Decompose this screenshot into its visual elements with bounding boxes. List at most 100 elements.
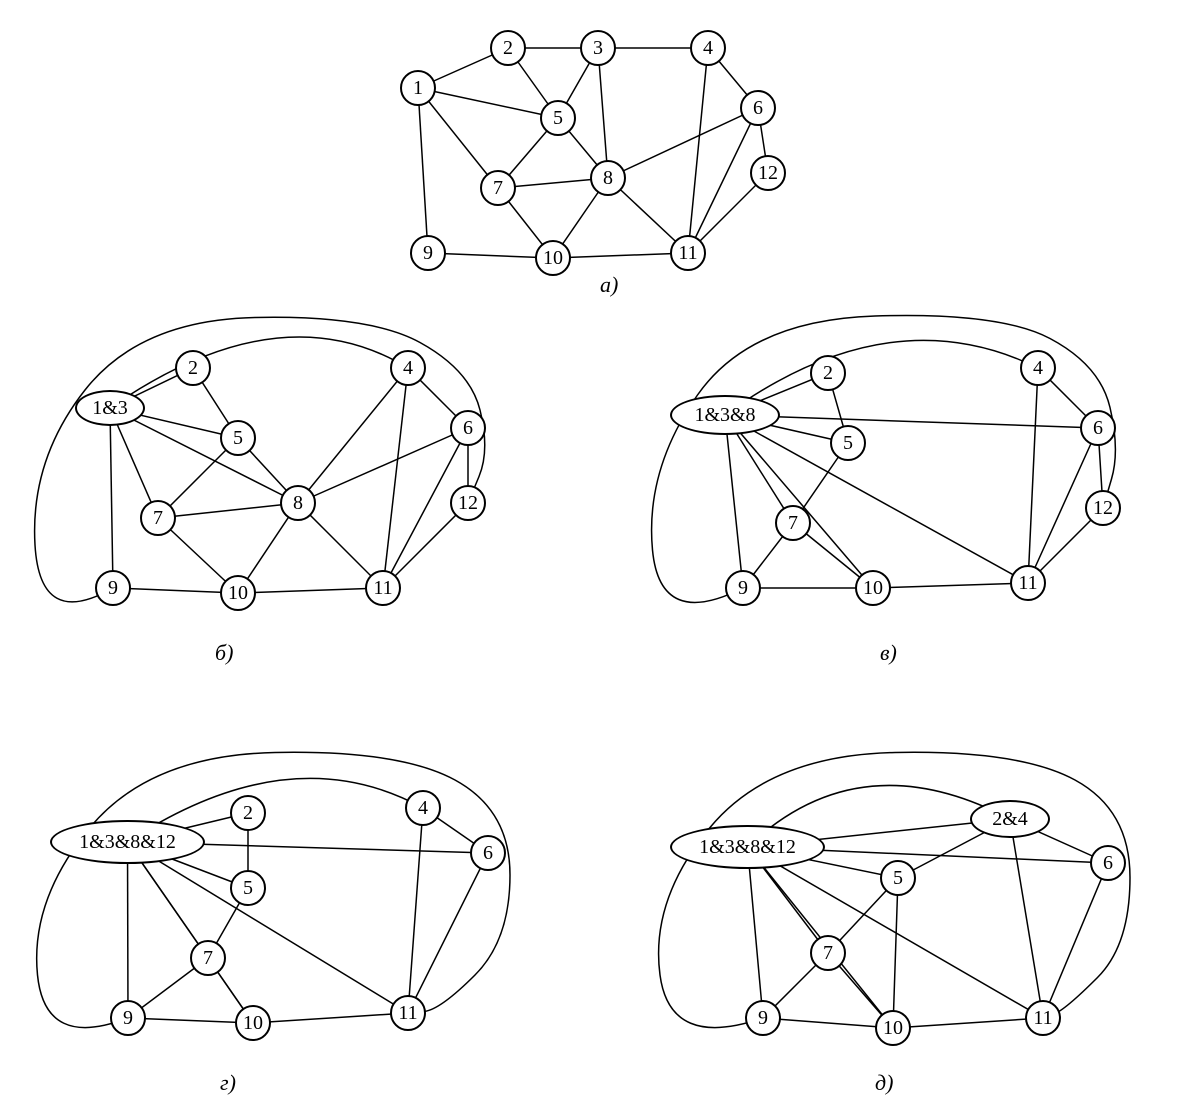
node-label: 10 xyxy=(863,577,883,600)
node-label: 4 xyxy=(1033,357,1043,380)
node-6: 6 xyxy=(1090,845,1126,881)
edge xyxy=(298,428,468,503)
edge xyxy=(725,415,743,588)
node-7: 7 xyxy=(480,170,516,206)
node-label: 11 xyxy=(1018,572,1037,595)
node-4: 4 xyxy=(690,30,726,66)
node-11: 11 xyxy=(670,235,706,271)
node-label: 10 xyxy=(543,247,563,270)
node-5: 5 xyxy=(220,420,256,456)
node-label: 6 xyxy=(1103,852,1113,875)
edge xyxy=(418,88,428,253)
caption-v: в) xyxy=(880,640,897,666)
node-label: 2&4 xyxy=(992,808,1028,831)
node-label: 10 xyxy=(243,1012,263,1035)
node-label: 6 xyxy=(753,97,763,120)
node-label: 10 xyxy=(883,1017,903,1040)
edge-curved xyxy=(110,337,408,408)
edge xyxy=(128,842,409,1013)
caption-g: г) xyxy=(220,1070,236,1096)
edge xyxy=(298,368,408,503)
node-8: 8 xyxy=(590,160,626,196)
node-5: 5 xyxy=(880,860,916,896)
edge xyxy=(110,408,113,588)
edge xyxy=(688,48,708,253)
node-5: 5 xyxy=(230,870,266,906)
node-4: 4 xyxy=(1020,350,1056,386)
node-13: 1&3 xyxy=(75,390,145,426)
node-10: 10 xyxy=(855,570,891,606)
edge xyxy=(408,853,488,1013)
node-label: 9 xyxy=(123,1007,133,1030)
node-9: 9 xyxy=(110,1000,146,1036)
node-label: 1&3&8 xyxy=(694,404,755,427)
node-label: 4 xyxy=(703,37,713,60)
edge xyxy=(608,108,758,178)
node-label: 12 xyxy=(458,492,478,515)
node-9: 9 xyxy=(95,570,131,606)
edge xyxy=(598,48,608,178)
node-label: 9 xyxy=(758,1007,768,1030)
edge xyxy=(1010,819,1043,1018)
edge xyxy=(893,1018,1043,1028)
diagram-canvas: 123456789101112а)24567891011121&3б)24567… xyxy=(10,10,1190,1106)
node-5: 5 xyxy=(830,425,866,461)
node-label: 12 xyxy=(1093,497,1113,520)
node-11: 11 xyxy=(365,570,401,606)
edge xyxy=(725,415,1098,428)
caption-a: а) xyxy=(600,272,618,298)
node-label: 8 xyxy=(603,167,613,190)
node-label: 1 xyxy=(413,77,423,100)
edge xyxy=(128,842,254,1023)
node-7: 7 xyxy=(775,505,811,541)
node-label: 10 xyxy=(228,582,248,605)
node-label: 6 xyxy=(483,842,493,865)
node-24: 2&4 xyxy=(970,800,1050,838)
edges-layer xyxy=(630,750,1170,1100)
node-4: 4 xyxy=(390,350,426,386)
node-13812: 1&3&8&12 xyxy=(50,820,205,864)
node-label: 11 xyxy=(678,242,697,265)
node-label: 3 xyxy=(593,37,603,60)
node-label: 7 xyxy=(203,947,213,970)
node-label: 9 xyxy=(108,577,118,600)
node-10: 10 xyxy=(220,575,256,611)
node-11: 11 xyxy=(390,995,426,1031)
node-label: 2 xyxy=(188,357,198,380)
graph-g: 2 4 5 6 7 9 10 11 1&3&8&12 г) xyxy=(20,750,560,1100)
node-label: 8 xyxy=(293,492,303,515)
node-2: 2 xyxy=(175,350,211,386)
node-label: 12 xyxy=(758,162,778,185)
node-6: 6 xyxy=(450,410,486,446)
node-label: 2 xyxy=(503,37,513,60)
node-12: 12 xyxy=(1085,490,1121,526)
node-label: 2 xyxy=(823,362,833,385)
graph-v: 2 4 5 6 7 9 10 11 12 1&3&8 в) xyxy=(630,310,1170,670)
caption-d: д) xyxy=(875,1070,893,1096)
graph-b: 24567891011121&3б) xyxy=(20,310,560,670)
graph-a: 123456789101112а) xyxy=(370,10,850,300)
edge xyxy=(688,108,758,253)
node-label: 7 xyxy=(788,512,798,535)
node-6: 6 xyxy=(1080,410,1116,446)
node-12: 12 xyxy=(750,155,786,191)
edge xyxy=(725,415,1028,583)
node-label: 5 xyxy=(893,867,903,890)
node-label: 11 xyxy=(398,1002,417,1025)
node-9: 9 xyxy=(745,1000,781,1036)
node-label: 4 xyxy=(418,797,428,820)
edges-layer xyxy=(630,310,1170,670)
node-label: 9 xyxy=(423,242,433,265)
node-10: 10 xyxy=(535,240,571,276)
edge xyxy=(253,1013,408,1023)
node-label: 5 xyxy=(243,877,253,900)
node-9: 9 xyxy=(410,235,446,271)
node-label: 5 xyxy=(843,432,853,455)
node-9: 9 xyxy=(725,570,761,606)
node-label: 4 xyxy=(403,357,413,380)
node-label: 7 xyxy=(153,507,163,530)
edge xyxy=(110,408,298,503)
node-6: 6 xyxy=(740,90,776,126)
node-2: 2 xyxy=(230,795,266,831)
node-label: 5 xyxy=(233,427,243,450)
